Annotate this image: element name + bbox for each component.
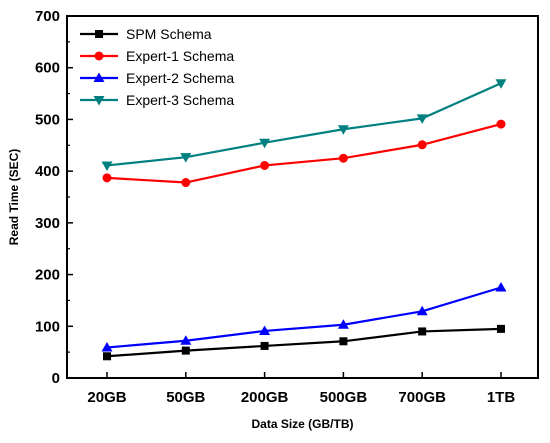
plot-frame: [66, 15, 539, 379]
y-tick-label: 400: [35, 163, 60, 180]
data-point: [495, 282, 507, 292]
data-point: [181, 178, 191, 188]
legend-item: SPM Schema: [80, 26, 212, 42]
y-axis-title: Read Time (SEC): [7, 149, 21, 245]
legend-marker: [93, 72, 105, 82]
legend-label: Expert-2 Schema: [126, 70, 234, 86]
data-point: [181, 346, 190, 355]
x-tick-label: 200GB: [241, 389, 289, 406]
data-point: [496, 119, 506, 129]
data-point: [103, 352, 111, 361]
data-point: [337, 319, 349, 329]
data-point: [180, 153, 192, 163]
data-point: [339, 337, 348, 346]
legend-marker: [93, 96, 105, 106]
data-point: [259, 138, 271, 149]
data-point: [417, 140, 427, 150]
y-tick-label: 0: [52, 370, 60, 387]
x-axis-title: Data Size (GB/TB): [251, 417, 353, 431]
data-point: [416, 305, 428, 316]
data-point: [497, 324, 505, 333]
y-tick-label: 200: [35, 267, 60, 284]
series-line: [106, 123, 502, 184]
tick-layer: 0 100 200 300 400 500 600 700 20GB 50GB 200GB 500GB…: [35, 8, 515, 406]
series-line: [106, 82, 502, 167]
data-point: [101, 341, 113, 352]
data-point: [418, 327, 427, 336]
legend: SPM Schema Expert-1 Schema Expert-2 Schema…: [80, 26, 234, 108]
legend-marker: [94, 51, 104, 61]
y-tick-label: 600: [35, 60, 60, 77]
x-tick-label: 50GB: [166, 389, 205, 406]
data-point: [259, 325, 271, 335]
series-expert-1-schema: [102, 119, 506, 188]
x-tick-label: 20GB: [87, 389, 126, 406]
legend-label: Expert-3 Schema: [126, 92, 234, 108]
data-point: [260, 160, 270, 170]
y-tick-label: 500: [35, 111, 60, 128]
legend-item: Expert-2 Schema: [80, 70, 234, 86]
data-point: [260, 341, 269, 350]
series-expert-3-schema: [101, 79, 507, 171]
x-tick-label: 700GB: [398, 389, 446, 406]
series-expert-2-schema: [101, 282, 507, 352]
y-tick-label: 300: [35, 215, 60, 232]
data-point: [102, 173, 112, 183]
series-line: [106, 327, 502, 358]
y-tick-label: 100: [35, 318, 60, 335]
data-point: [180, 335, 192, 345]
x-tick-label: 500GB: [320, 389, 368, 406]
data-point: [416, 114, 428, 124]
data-point: [337, 125, 349, 135]
legend-item: Expert-3 Schema: [80, 92, 234, 108]
legend-label: SPM Schema: [126, 26, 212, 42]
legend-marker: [95, 30, 103, 38]
legend-item: Expert-1 Schema: [80, 48, 234, 64]
series-layer: [101, 79, 507, 361]
data-point: [338, 153, 348, 163]
series-spm-schema: [103, 324, 505, 361]
data-point: [495, 79, 507, 89]
x-tick-label: 1TB: [487, 389, 516, 406]
legend-label: Expert-1 Schema: [126, 48, 234, 64]
y-tick-label: 700: [35, 8, 60, 25]
data-point: [101, 161, 113, 171]
series-line: [106, 286, 502, 349]
